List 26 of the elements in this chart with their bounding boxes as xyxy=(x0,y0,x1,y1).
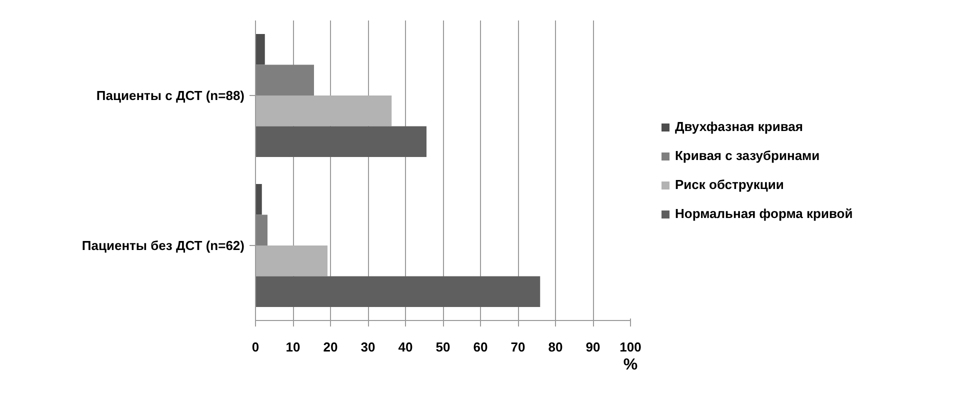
legend-label: Нормальная форма кривой xyxy=(675,206,853,221)
bar xyxy=(256,96,392,126)
x-tick-label: 50 xyxy=(436,340,450,354)
bar xyxy=(256,246,328,276)
y-tick-label: Пациенты без ДСТ (n=62) xyxy=(82,238,245,253)
y-tick-label: Пациенты с ДСТ (n=88) xyxy=(96,88,245,103)
x-tick-label: 80 xyxy=(548,340,563,354)
x-tick-label: 30 xyxy=(360,340,376,354)
x-tick-label: 20 xyxy=(323,340,338,354)
x-tick-label: 10 xyxy=(286,340,300,354)
x-tick-label: 0 xyxy=(252,340,260,354)
x-tick-label: 100 xyxy=(620,340,642,354)
x-tick-label: 40 xyxy=(398,340,413,354)
bar xyxy=(256,34,265,65)
legend-label: Двухфазная кривая xyxy=(675,119,803,134)
legend-label: Риск обструкции xyxy=(675,177,784,192)
bar xyxy=(256,126,426,157)
bar xyxy=(256,276,540,307)
legend-label: Кривая с зазубринами xyxy=(675,148,820,163)
bar xyxy=(256,64,314,96)
x-axis-title: % xyxy=(623,356,638,374)
bar xyxy=(256,214,268,246)
x-tick-label: 90 xyxy=(586,340,600,354)
bar xyxy=(256,184,262,215)
x-tick-label: 70 xyxy=(510,340,526,354)
x-tick-label: 60 xyxy=(473,340,488,354)
